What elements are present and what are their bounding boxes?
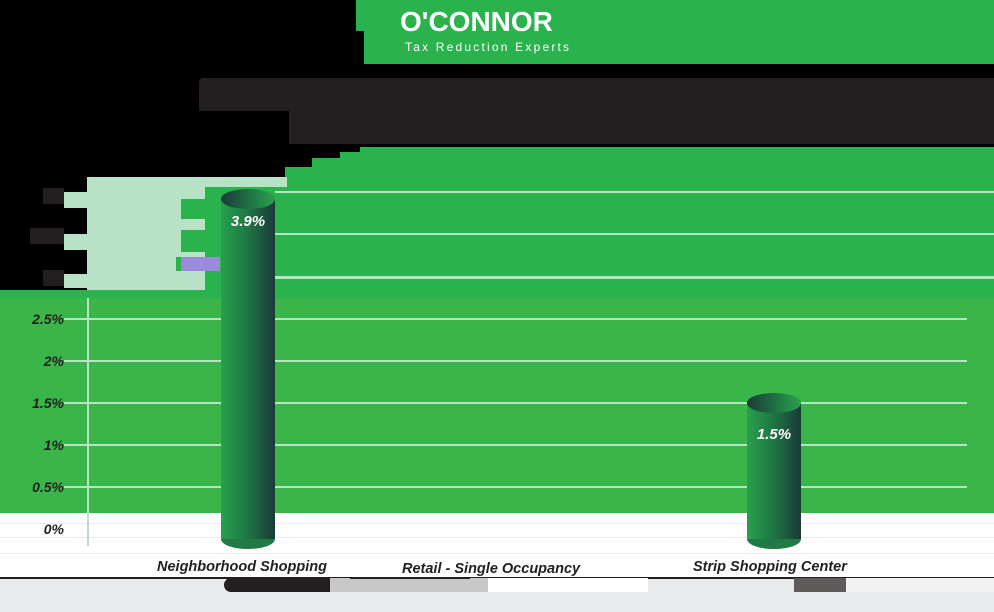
gridline	[275, 191, 994, 193]
y-tick-label: 1.5%	[32, 395, 64, 411]
x-label: Retail - Single Occupancy	[402, 561, 581, 577]
y-label-redacted-bg	[64, 274, 88, 288]
plot-floor	[0, 513, 994, 578]
bar-value-label: 1.5%	[756, 426, 792, 443]
scroll-block-pale	[846, 578, 994, 592]
y-tick-label: 2.5%	[32, 311, 64, 327]
y-tick-label: 2%	[43, 353, 64, 369]
y-tick-label: 1%	[43, 437, 64, 453]
brand-name: O'CONNOR	[400, 6, 553, 37]
y-axis-line	[87, 298, 89, 546]
plot-glitch-step	[181, 199, 221, 219]
bar-value-label: 3.9%	[230, 213, 266, 230]
gridline-2.5	[64, 318, 967, 320]
plot-glitch-purple	[180, 257, 220, 271]
y-label-redacted	[43, 188, 64, 204]
scroll-block-white	[488, 578, 648, 592]
x-label: Neighborhood Shopping	[157, 559, 327, 575]
gridline	[275, 233, 994, 235]
plot-top-band	[0, 290, 994, 298]
y-label-redacted-bg	[64, 192, 88, 208]
scroll-block-dark	[224, 578, 332, 592]
x-label-underline	[350, 577, 470, 579]
scroll-block-grey	[794, 578, 846, 592]
y-label-redacted-bg	[64, 234, 88, 250]
brand-tagline: Tax Reduction Experts	[405, 40, 572, 54]
gridline-1.5	[64, 402, 967, 404]
gridline	[275, 276, 994, 279]
gridline-2	[64, 360, 967, 362]
gridline-0.5	[64, 486, 967, 488]
x-label: Strip Shopping Center	[693, 559, 847, 575]
plot-glitch-area	[360, 147, 994, 290]
scroll-block-light	[330, 578, 488, 592]
chart-title-block	[199, 78, 994, 111]
logo-banner	[364, 0, 994, 64]
chart-subtitle-block	[289, 111, 994, 144]
plot-area	[0, 298, 994, 513]
y-label-redacted	[43, 270, 64, 286]
gridline-1	[64, 444, 967, 446]
plot-glitch-step	[176, 257, 181, 271]
y-tick-label: 0%	[43, 521, 64, 537]
plot-glitch-step	[181, 230, 221, 252]
y-label-redacted	[30, 228, 64, 244]
y-tick-label: 0.5%	[32, 479, 64, 495]
